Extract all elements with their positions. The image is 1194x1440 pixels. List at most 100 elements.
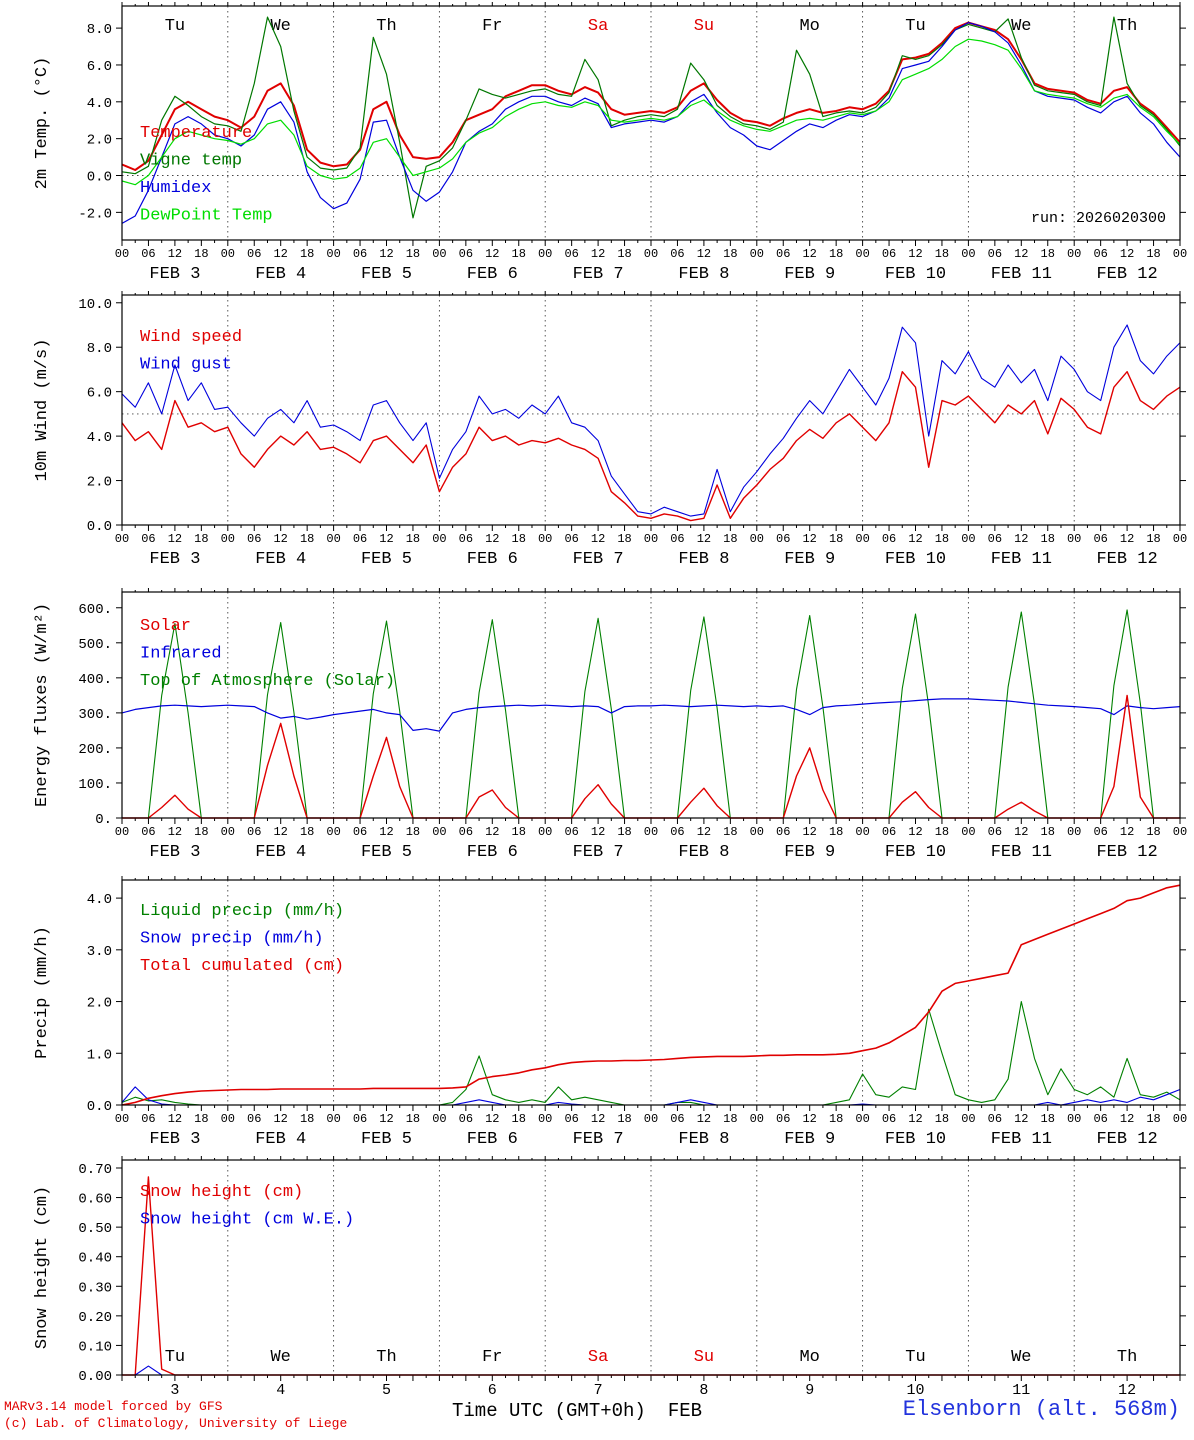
legend-label: Snow height (cm W.E.) <box>140 1211 354 1230</box>
weekday-label: Sa <box>588 1348 608 1367</box>
hour-tick-label: 00 <box>432 1112 446 1126</box>
y-tick-label: 8.0 <box>87 341 112 357</box>
hour-tick-label: 12 <box>273 247 287 261</box>
date-label: FEB 3 <box>149 843 200 862</box>
hour-tick-label: 00 <box>1067 532 1081 546</box>
date-label: FEB 5 <box>361 550 412 569</box>
wind-panel: 0.0 2.0 4.0 6.0 8.0 10.0 00 06 12 18 00 06 12 18 00 06 1… <box>33 291 1187 569</box>
temperature-panel: -2.0 0.0 2.0 4.0 6.0 8.0 00 06 12 18 00 06 12 18 00 06 1… <box>33 2 1187 284</box>
hour-tick-label: 12 <box>802 825 816 839</box>
y-tick-label: 0.0 <box>87 1099 112 1115</box>
hour-tick-label: 18 <box>1041 532 1055 546</box>
hour-tick-label: 12 <box>485 825 499 839</box>
y-tick-label: 0.00 <box>78 1369 112 1385</box>
day-number-label: 5 <box>382 1382 391 1398</box>
hour-tick-label: 06 <box>1093 247 1107 261</box>
hour-tick-label: 12 <box>697 825 711 839</box>
hour-tick-label: 18 <box>617 247 631 261</box>
y-tick-label: 8.0 <box>87 22 112 38</box>
hour-tick-label: 06 <box>882 532 896 546</box>
hour-tick-label: 12 <box>1120 825 1134 839</box>
hour-tick-label: 06 <box>459 1112 473 1126</box>
hour-tick-label: 00 <box>326 825 340 839</box>
y-tick-label: 2.0 <box>87 996 112 1012</box>
hour-tick-label: 00 <box>326 247 340 261</box>
date-label: FEB 11 <box>991 1130 1052 1149</box>
hour-tick-label: 18 <box>300 532 314 546</box>
series-total-cumulated <box>121 884 1181 1106</box>
hour-tick-label: 12 <box>168 825 182 839</box>
hour-tick-label: 12 <box>1014 532 1028 546</box>
hour-tick-label: 12 <box>697 532 711 546</box>
hour-tick-label: 12 <box>168 532 182 546</box>
hour-tick-label: 18 <box>829 825 843 839</box>
date-label: FEB 8 <box>678 843 729 862</box>
hour-tick-label: 00 <box>326 532 340 546</box>
date-label: FEB 12 <box>1096 843 1157 862</box>
series-dewpoint-temp <box>121 38 1181 186</box>
hour-tick-label: 06 <box>141 532 155 546</box>
weekday-label: Th <box>376 17 396 36</box>
hour-tick-label: 12 <box>591 247 605 261</box>
hour-tick-label: 06 <box>882 247 896 261</box>
weekday-label: Tu <box>905 17 925 36</box>
y-tick-label: 0.0 <box>87 170 112 186</box>
hour-tick-label: 18 <box>194 532 208 546</box>
y-tick-label: 0.0 <box>87 519 112 535</box>
hour-tick-label: 18 <box>406 247 420 261</box>
hour-tick-label: 00 <box>644 825 658 839</box>
hour-tick-label: 00 <box>855 825 869 839</box>
y-axis-title: 2m Temp. (°C) <box>33 57 52 190</box>
hour-tick-label: 06 <box>564 247 578 261</box>
date-label: FEB 10 <box>885 843 946 862</box>
x-axis-title-text: Time UTC (GMT+0h) <box>452 1400 646 1422</box>
hour-tick-label: 06 <box>247 247 261 261</box>
hour-tick-label: 18 <box>512 1112 526 1126</box>
hour-tick-label: 06 <box>776 247 790 261</box>
date-label: FEB 7 <box>573 1130 624 1149</box>
hour-tick-label: 12 <box>379 532 393 546</box>
hour-tick-label: 00 <box>538 1112 552 1126</box>
hour-tick-label: 06 <box>141 247 155 261</box>
hour-tick-label: 00 <box>961 247 975 261</box>
panel-frame <box>121 1159 1181 1376</box>
hour-tick-label: 12 <box>908 532 922 546</box>
hour-tick-label: 06 <box>353 1112 367 1126</box>
y-axis-title: Snow height (cm) <box>33 1186 52 1349</box>
hour-tick-label: 00 <box>644 247 658 261</box>
weekday-label: Tu <box>165 17 185 36</box>
y-tick-label: -2.0 <box>78 206 112 222</box>
date-label: FEB 10 <box>885 1130 946 1149</box>
hour-tick-label: 00 <box>326 1112 340 1126</box>
hour-tick-label: 12 <box>591 825 605 839</box>
hour-tick-label: 06 <box>882 1112 896 1126</box>
y-tick-label: 6.0 <box>87 386 112 402</box>
date-label: FEB 9 <box>784 843 835 862</box>
hour-tick-label: 18 <box>723 532 737 546</box>
weekday-label: Su <box>694 1348 714 1367</box>
hour-tick-label: 18 <box>194 825 208 839</box>
date-label: FEB 4 <box>255 265 306 284</box>
hour-tick-label: 12 <box>591 532 605 546</box>
hour-tick-label: 18 <box>406 532 420 546</box>
y-tick-label: 0.30 <box>78 1280 112 1296</box>
legend-label: Temperature <box>140 124 252 143</box>
hour-tick-label: 12 <box>273 825 287 839</box>
hour-tick-label: 06 <box>353 825 367 839</box>
hour-tick-label: 18 <box>1146 532 1160 546</box>
hour-tick-label: 18 <box>1146 825 1160 839</box>
date-label: FEB 11 <box>991 843 1052 862</box>
hour-tick-label: 00 <box>961 825 975 839</box>
date-label: FEB 8 <box>678 550 729 569</box>
hour-tick-label: 18 <box>1041 825 1055 839</box>
station-label: Elsenborn (alt. 568m) <box>902 1397 1180 1422</box>
hour-tick-label: 18 <box>512 247 526 261</box>
series-vigne-temp <box>121 16 1181 219</box>
model-credit-line-2: (c) Lab. of Climatology, University of L… <box>4 1416 348 1431</box>
hour-tick-label: 06 <box>353 532 367 546</box>
y-tick-label: 0.50 <box>78 1221 112 1237</box>
hour-tick-label: 18 <box>935 247 949 261</box>
hour-tick-label: 12 <box>1120 247 1134 261</box>
hour-tick-label: 06 <box>1093 532 1107 546</box>
y-axis-title: Precip (mm/h) <box>33 926 52 1059</box>
